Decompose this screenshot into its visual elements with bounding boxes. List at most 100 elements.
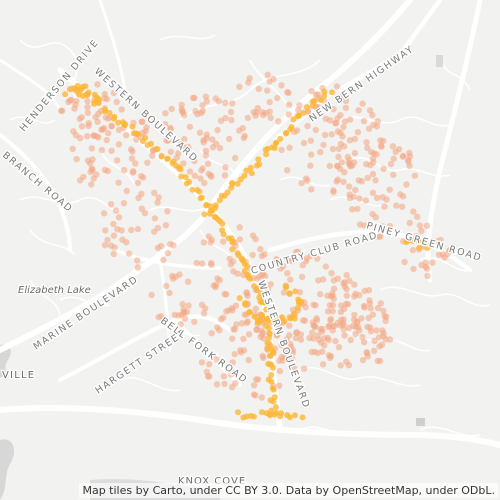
incident-point: [233, 321, 240, 328]
incident-point: [206, 373, 213, 380]
incident-point: [290, 311, 297, 317]
incident-point: [352, 186, 359, 194]
incident-point: [273, 332, 281, 339]
incident-point: [237, 176, 244, 183]
incident-point: [274, 94, 281, 102]
incident-point: [184, 278, 192, 285]
incident-point: [198, 260, 206, 267]
incident-point: [330, 295, 337, 302]
incident-point: [200, 310, 208, 317]
map-attribution: Map tiles by Carto, under CC BY 3.0. Dat…: [79, 483, 498, 498]
incident-point: [369, 170, 377, 178]
incident-point: [418, 261, 425, 269]
incident-point: [205, 170, 212, 177]
incident-point: [154, 199, 161, 206]
incident-point: [326, 162, 333, 170]
incident-point: [115, 119, 122, 126]
incident-point: [317, 148, 324, 156]
incident-point: [272, 404, 279, 411]
incident-point: [134, 131, 140, 138]
incident-point: [253, 162, 260, 169]
incident-point: [237, 347, 244, 354]
incident-point: [255, 156, 262, 163]
incident-point: [213, 381, 221, 388]
incident-point: [273, 409, 280, 416]
incident-point: [333, 83, 341, 90]
incident-point: [424, 272, 431, 279]
incident-point: [103, 136, 110, 144]
incident-point: [278, 146, 285, 154]
incident-point: [229, 100, 236, 107]
incident-point: [110, 89, 118, 97]
incident-point: [380, 137, 387, 145]
incident-point: [354, 129, 362, 136]
incident-point: [270, 398, 277, 405]
incident-point: [446, 246, 454, 254]
incident-point: [284, 88, 291, 96]
incident-point: [340, 321, 347, 329]
incident-point: [289, 346, 296, 354]
incident-point: [106, 109, 113, 116]
incident-point: [298, 179, 305, 187]
incident-point: [232, 380, 239, 387]
incident-point: [406, 162, 413, 170]
label-branch-road: BRANCH ROAD: [0, 150, 75, 215]
incident-point: [134, 179, 142, 187]
incident-point: [209, 144, 217, 151]
incident-point: [191, 318, 198, 326]
incident-point: [242, 301, 249, 308]
incident-point: [277, 135, 284, 142]
incident-point: [327, 352, 335, 360]
incident-point: [351, 159, 358, 166]
incident-point: [216, 144, 224, 152]
incident-point: [283, 130, 289, 137]
incident-point: [258, 394, 265, 401]
incident-point: [330, 277, 337, 284]
incident-point: [299, 262, 306, 269]
incident-point: [341, 332, 348, 339]
incident-point: [203, 98, 210, 105]
incident-point: [243, 290, 250, 297]
incident-point: [338, 93, 345, 101]
incident-point: [371, 337, 378, 345]
incident-point: [307, 162, 314, 169]
incident-point: [198, 167, 205, 174]
incident-point: [380, 165, 387, 172]
incident-point: [229, 239, 236, 246]
incident-point: [355, 107, 362, 114]
incident-point: [320, 141, 327, 149]
incident-point: [381, 203, 388, 210]
incident-point: [343, 358, 350, 365]
incident-point: [287, 126, 294, 133]
incident-point: [296, 289, 304, 296]
incident-point: [221, 380, 228, 388]
incident-point: [339, 133, 346, 140]
incident-point: [267, 352, 273, 359]
incident-point: [308, 88, 315, 95]
incident-point: [340, 178, 347, 186]
incident-point: [230, 326, 237, 333]
incident-point: [296, 102, 303, 109]
incident-point: [268, 372, 275, 378]
incident-point: [177, 321, 184, 328]
incident-point: [193, 259, 200, 267]
incident-point: [411, 172, 419, 179]
incident-point: [164, 208, 171, 215]
incident-point: [346, 116, 354, 123]
incident-point: [270, 364, 276, 371]
incident-point: [267, 342, 274, 349]
incident-point: [148, 291, 155, 299]
incident-point: [406, 219, 413, 227]
incident-point: [317, 291, 324, 298]
incident-point: [401, 258, 408, 266]
incident-point: [330, 189, 337, 196]
incident-point: [105, 115, 112, 122]
incident-point: [355, 324, 362, 331]
incident-point: [186, 123, 194, 131]
incident-point: [332, 337, 339, 345]
incident-point: [105, 129, 112, 137]
incident-point: [231, 350, 238, 358]
incident-point: [284, 270, 291, 277]
